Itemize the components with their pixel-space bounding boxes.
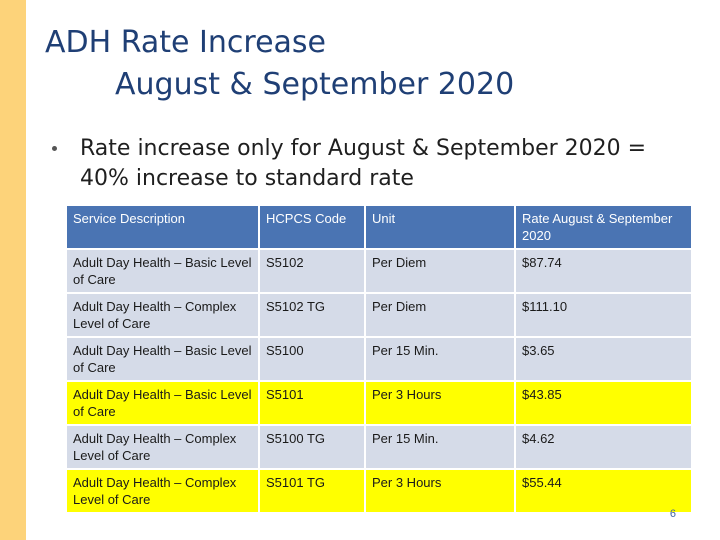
header-unit: Unit: [364, 204, 516, 250]
slide-title: ADH Rate Increase August & September 202…: [45, 22, 514, 106]
table-row: Adult Day Health – Complex Level of Care…: [65, 424, 693, 470]
table-body: Adult Day Health – Basic Level of Care S…: [65, 248, 693, 514]
cell-rate: $111.10: [514, 292, 693, 338]
bullet-text: Rate increase only for August & Septembe…: [80, 136, 647, 191]
cell-code: S5100 TG: [258, 424, 366, 470]
page-number: 6: [669, 508, 676, 520]
header-service-description: Service Description: [65, 204, 260, 250]
cell-rate: $4.62: [514, 424, 693, 470]
cell-unit: Per Diem: [364, 248, 516, 294]
table-row: Adult Day Health – Basic Level of Care S…: [65, 248, 693, 294]
table-row: Adult Day Health – Basic Level of Care S…: [65, 336, 693, 382]
cell-unit: Per 3 Hours: [364, 468, 516, 514]
header-hcpcs-code: HCPCS Code: [258, 204, 366, 250]
cell-code: S5102: [258, 248, 366, 294]
cell-description: Adult Day Health – Complex Level of Care: [65, 424, 260, 470]
cell-description: Adult Day Health – Complex Level of Care: [65, 468, 260, 514]
title-line-2: August & September 2020: [115, 67, 515, 102]
cell-unit: Per 15 Min.: [364, 424, 516, 470]
cell-rate: $43.85: [514, 380, 693, 426]
cell-description: Adult Day Health – Basic Level of Care: [65, 380, 260, 426]
cell-code: S5101: [258, 380, 366, 426]
cell-code: S5102 TG: [258, 292, 366, 338]
cell-description: Adult Day Health – Basic Level of Care: [65, 248, 260, 294]
cell-code: S5100: [258, 336, 366, 382]
cell-rate: $87.74: [514, 248, 693, 294]
bullet-point: Rate increase only for August & Septembe…: [52, 134, 692, 194]
bullet-dot-icon: [52, 146, 57, 151]
table-row: Adult Day Health – Complex Level of Care…: [65, 468, 693, 514]
title-line-1: ADH Rate Increase: [45, 25, 327, 60]
cell-unit: Per Diem: [364, 292, 516, 338]
table-row: Adult Day Health – Basic Level of Care S…: [65, 380, 693, 426]
cell-rate: $55.44: [514, 468, 693, 514]
accent-side-bar: [0, 0, 26, 540]
cell-description: Adult Day Health – Complex Level of Care: [65, 292, 260, 338]
cell-unit: Per 3 Hours: [364, 380, 516, 426]
cell-rate: $3.65: [514, 336, 693, 382]
table-row: Adult Day Health – Complex Level of Care…: [65, 292, 693, 338]
cell-description: Adult Day Health – Basic Level of Care: [65, 336, 260, 382]
cell-unit: Per 15 Min.: [364, 336, 516, 382]
cell-code: S5101 TG: [258, 468, 366, 514]
table-header-row: Service Description HCPCS Code Unit Rate…: [65, 204, 693, 250]
header-rate: Rate August & September 2020: [514, 204, 693, 250]
rates-table: Service Description HCPCS Code Unit Rate…: [65, 204, 693, 514]
